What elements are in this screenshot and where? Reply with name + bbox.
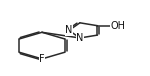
Text: N: N [65,25,73,35]
Text: F: F [39,54,45,64]
Text: N: N [76,33,84,43]
Text: OH: OH [111,21,126,31]
